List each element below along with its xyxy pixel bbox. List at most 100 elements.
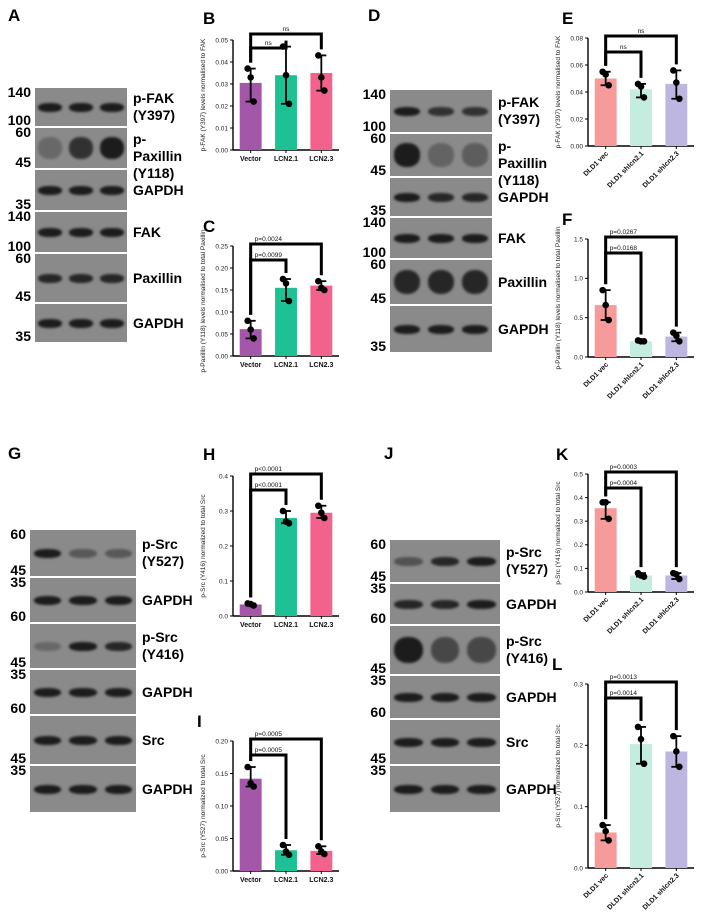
y-tick-label: 0.10	[215, 309, 228, 316]
significance-bracket	[604, 34, 678, 66]
blot-strip	[390, 720, 500, 766]
blot-strip	[390, 766, 500, 814]
protein-band	[104, 641, 133, 651]
data-point	[599, 286, 606, 294]
protein-band	[104, 548, 133, 558]
data-point	[676, 763, 683, 771]
chart-svg: H 0.0 0.1 0.2 0.3 0.4 p-Src (Y416) normalized …	[200, 445, 339, 629]
y-tick-label: 0.5	[574, 471, 583, 478]
mw-marker: 35	[15, 328, 31, 344]
blot-strip	[35, 212, 127, 254]
protein-band	[33, 595, 62, 605]
protein-band	[33, 687, 62, 697]
blot-strip	[390, 676, 500, 720]
bar	[594, 508, 617, 592]
blot-strip	[30, 530, 136, 578]
protein-band	[467, 784, 496, 794]
data-point	[676, 95, 683, 103]
protein-band	[104, 735, 133, 745]
significance-label: p=0.0005	[255, 747, 283, 754]
protein-label: GAPDH	[498, 321, 549, 337]
y-tick-label: 0.05	[215, 37, 228, 44]
protein-band	[394, 737, 423, 747]
data-point	[244, 763, 251, 771]
protein-band	[69, 784, 97, 794]
mw-marker: 45	[10, 654, 26, 670]
blot-strip	[390, 218, 492, 260]
data-point	[602, 301, 609, 309]
x-tick-label: Vector	[240, 877, 262, 884]
y-tick-label: 0.01	[215, 125, 228, 132]
protein-band	[461, 269, 489, 295]
x-tick-label: DLD1 shlcn2.1	[606, 596, 645, 635]
protein-label: p-Paxillin (Y118)	[133, 131, 183, 181]
blot-strip	[35, 304, 127, 344]
significance-label: p=0.0024	[255, 236, 283, 243]
data-point	[605, 81, 612, 89]
protein-band	[427, 143, 455, 167]
protein-band	[69, 595, 97, 605]
protein-band	[427, 192, 455, 202]
blot-strip	[390, 90, 492, 134]
bar-chart-h: H 0.0 0.1 0.2 0.3 0.4 p-Src (Y416) normalized …	[185, 440, 345, 645]
blot-strip	[390, 134, 492, 178]
bar-chart-k: K 0.0 0.1 0.2 0.3 0.4 0.5 p-Src (Y416) normaliz…	[540, 440, 700, 645]
protein-band	[38, 227, 63, 237]
blot-strip	[390, 626, 500, 676]
protein-band	[394, 556, 423, 566]
data-point	[282, 71, 290, 79]
y-tick-label: 1.0	[574, 276, 583, 283]
protein-band	[427, 324, 455, 334]
x-tick-label: DLD1 vec	[583, 361, 611, 389]
y-axis-title: p-Src (Y416) normalized to total Src	[200, 494, 207, 598]
data-point	[315, 52, 322, 59]
data-point	[602, 71, 609, 78]
protein-band	[393, 192, 421, 202]
protein-band	[430, 636, 460, 664]
data-point	[602, 827, 609, 835]
data-point	[315, 502, 322, 510]
significance-label: p=0.0004	[610, 480, 638, 487]
panel-letter: E	[562, 9, 573, 28]
y-tick-label: 0.2	[219, 543, 228, 550]
protein-label: Paxillin	[498, 274, 548, 290]
chart-svg: B 0.00 0.01 0.02 0.03 0.04 0.05 p-FAK (Y397) le…	[200, 9, 339, 163]
protein-band	[430, 784, 460, 794]
protein-band	[38, 185, 63, 195]
data-point	[285, 100, 293, 108]
blot-strip	[390, 260, 492, 306]
y-tick-label: 1.5	[574, 236, 583, 243]
y-tick-label: 0.1	[574, 566, 583, 573]
x-tick-label: LCN2.1	[274, 362, 298, 369]
blot-strip	[30, 716, 136, 766]
data-point	[605, 515, 612, 523]
data-point	[244, 65, 251, 72]
y-tick-label: 0.05	[215, 331, 228, 338]
blot-strip	[390, 540, 500, 584]
protein-band	[104, 595, 133, 605]
mw-marker: 35	[10, 574, 26, 590]
x-tick-label: DLD1 shlcn2.3	[642, 361, 681, 400]
protein-band	[69, 102, 93, 112]
data-point	[321, 286, 328, 294]
data-point	[676, 337, 683, 345]
protein-band	[104, 687, 133, 697]
significance-bracket	[604, 50, 643, 78]
significance-label: p=0.0014	[610, 690, 638, 697]
mw-marker: 140	[362, 86, 386, 102]
protein-label: GAPDH	[506, 781, 557, 797]
protein-label: GAPDH	[506, 596, 557, 612]
y-tick-label: 0.00	[215, 353, 228, 360]
bar	[310, 512, 333, 616]
protein-band	[104, 784, 133, 794]
blot-strip	[30, 670, 136, 716]
significance-label: p=0.0003	[610, 464, 638, 471]
panel-letter: I	[197, 712, 202, 731]
y-tick-label: 0.20	[215, 738, 228, 745]
y-tick-label: 0.02	[570, 116, 583, 123]
protein-band	[393, 324, 421, 334]
x-tick-label: DLD1 shlcn2.1	[606, 872, 645, 911]
protein-band	[427, 269, 455, 295]
blot-strip	[30, 624, 136, 670]
protein-band	[69, 318, 93, 328]
